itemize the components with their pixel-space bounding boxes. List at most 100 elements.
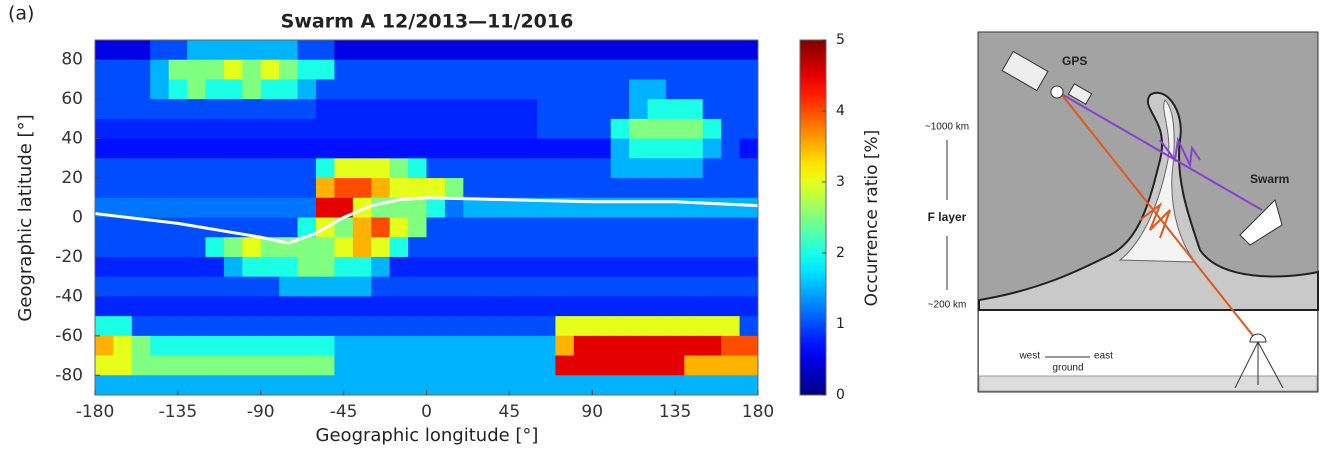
cell	[684, 375, 704, 396]
cell	[555, 118, 575, 140]
cell	[592, 296, 612, 317]
cell	[316, 158, 335, 179]
cell	[279, 217, 299, 238]
cell	[537, 276, 556, 297]
y-tick-label: 60	[61, 89, 83, 109]
cell	[316, 316, 335, 337]
cell	[279, 335, 299, 357]
cell	[371, 59, 391, 80]
cell	[389, 316, 409, 337]
cell	[444, 316, 464, 337]
cell	[629, 256, 648, 278]
cell	[223, 355, 243, 376]
cell	[592, 237, 612, 258]
cell	[297, 99, 317, 120]
cell	[408, 276, 427, 297]
cell	[242, 79, 262, 100]
cell	[95, 178, 114, 199]
cell	[518, 40, 538, 61]
cell	[426, 276, 446, 297]
x-tick-label: -180	[76, 402, 115, 422]
cell	[242, 59, 262, 80]
cell	[537, 256, 556, 278]
cell	[389, 335, 409, 357]
cell	[665, 40, 685, 61]
cell	[371, 158, 391, 179]
cell	[334, 99, 354, 120]
cell	[739, 178, 759, 199]
cell	[352, 59, 372, 80]
cell	[279, 375, 299, 396]
cell	[426, 296, 446, 317]
cell	[702, 40, 722, 61]
cell	[389, 138, 409, 159]
cell	[131, 138, 151, 159]
cell	[647, 40, 667, 61]
cell	[223, 375, 243, 396]
cell	[389, 178, 409, 199]
cell	[573, 40, 593, 61]
cell	[592, 355, 612, 376]
cell	[95, 296, 114, 317]
cell	[371, 256, 391, 278]
cell	[665, 335, 685, 357]
cell	[629, 316, 648, 337]
cell	[187, 237, 206, 258]
cell	[610, 59, 630, 80]
cell	[444, 296, 464, 317]
cell	[150, 335, 170, 357]
cell	[260, 118, 280, 140]
cell	[371, 118, 391, 140]
direction-label: east	[1094, 351, 1113, 362]
cell	[187, 158, 206, 179]
cell	[426, 256, 446, 278]
cell	[371, 335, 391, 357]
cell	[537, 99, 556, 120]
ground-label: ground	[1052, 363, 1083, 374]
cell	[334, 335, 354, 357]
cell	[721, 296, 741, 317]
cell	[408, 118, 427, 140]
cell	[500, 256, 520, 278]
cell	[223, 99, 243, 120]
cell	[684, 355, 704, 376]
cell	[463, 256, 483, 278]
cell	[187, 178, 206, 199]
cell	[131, 118, 151, 140]
cell	[223, 118, 243, 140]
cell	[279, 316, 299, 337]
cell	[168, 355, 188, 376]
cell	[205, 237, 225, 258]
cell	[573, 138, 593, 159]
cell	[95, 335, 114, 357]
colorbar: 0 1 2 3 4 5	[799, 32, 845, 403]
cell	[684, 276, 704, 297]
cell	[113, 138, 133, 159]
cell	[518, 197, 538, 218]
equator-line	[94, 196, 759, 245]
cell	[223, 40, 243, 61]
cell	[444, 158, 464, 179]
cell	[463, 59, 483, 80]
cell	[721, 256, 741, 278]
x-axis-label: Geographic longitude [°]	[316, 425, 539, 446]
cell	[297, 197, 317, 218]
cell	[573, 158, 593, 179]
cell	[187, 296, 206, 317]
diagram: GPS Swarm ~1000 km F layer ~200 km west …	[925, 31, 1319, 393]
cell	[518, 296, 538, 317]
cell	[500, 355, 520, 376]
cell	[444, 178, 464, 199]
cell	[352, 316, 372, 337]
cell	[113, 178, 133, 199]
swarm-label: Swarm	[1250, 172, 1289, 186]
bubble-core	[1118, 99, 1197, 263]
cell	[334, 158, 354, 179]
cell	[463, 79, 483, 100]
cell	[481, 138, 501, 159]
cell	[260, 217, 280, 238]
cell	[408, 355, 427, 376]
cell	[500, 59, 520, 80]
cell	[684, 59, 704, 80]
cell	[113, 316, 133, 337]
